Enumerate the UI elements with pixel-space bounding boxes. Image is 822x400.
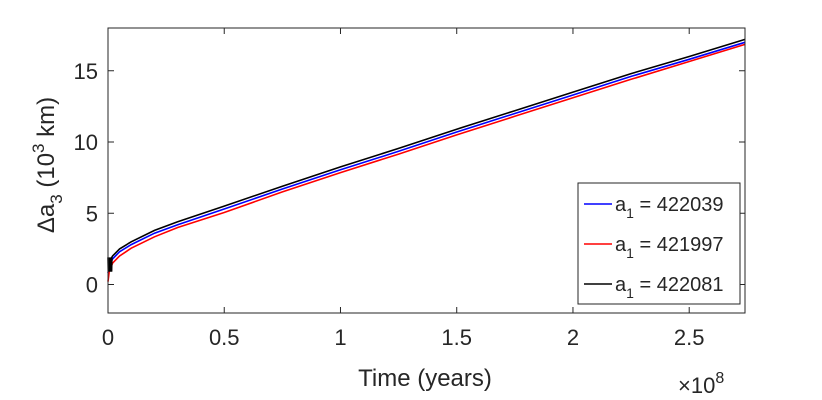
- y-tick-label: 5: [86, 201, 98, 226]
- legend-label-1: a1 = 422039: [615, 194, 723, 221]
- legend: a1 = 422039 a1 = 421997 a1 = 422081: [577, 182, 741, 305]
- x-tick-label: 1: [334, 325, 346, 350]
- series-layer: [107, 38, 746, 282]
- series-line-2: [107, 43, 746, 282]
- x-axis-multiplier: ×108: [678, 370, 724, 398]
- x-axis-label: Time (years): [358, 365, 492, 392]
- y-axis-label: Δa3 (103 km): [29, 97, 66, 233]
- legend-label-3: a1 = 422081: [615, 274, 723, 301]
- series-3-early-oscillation: [107, 257, 113, 272]
- series-line-1: [107, 41, 746, 274]
- tick-marks: [107, 28, 745, 313]
- x-tick-label: 0.5: [209, 325, 240, 350]
- y-tick-label: 10: [74, 130, 98, 155]
- y-tick-label: 0: [86, 273, 98, 298]
- series-line-3: [107, 38, 746, 264]
- axes: [107, 27, 746, 314]
- x-tick-label: 0: [102, 325, 114, 350]
- y-tick-label: 15: [74, 59, 98, 84]
- x-tick-label: 1.5: [441, 325, 472, 350]
- axes-box: [107, 27, 746, 314]
- x-tick-label: 2: [567, 325, 579, 350]
- x-tick-label: 2.5: [674, 325, 705, 350]
- tick-labels: 0 0.5 1 1.5 2 2.5 0 5 10 15: [74, 59, 705, 350]
- legend-label-2: a1 = 421997: [615, 234, 723, 261]
- legend-items: a1 = 422039 a1 = 421997 a1 = 422081: [584, 194, 723, 301]
